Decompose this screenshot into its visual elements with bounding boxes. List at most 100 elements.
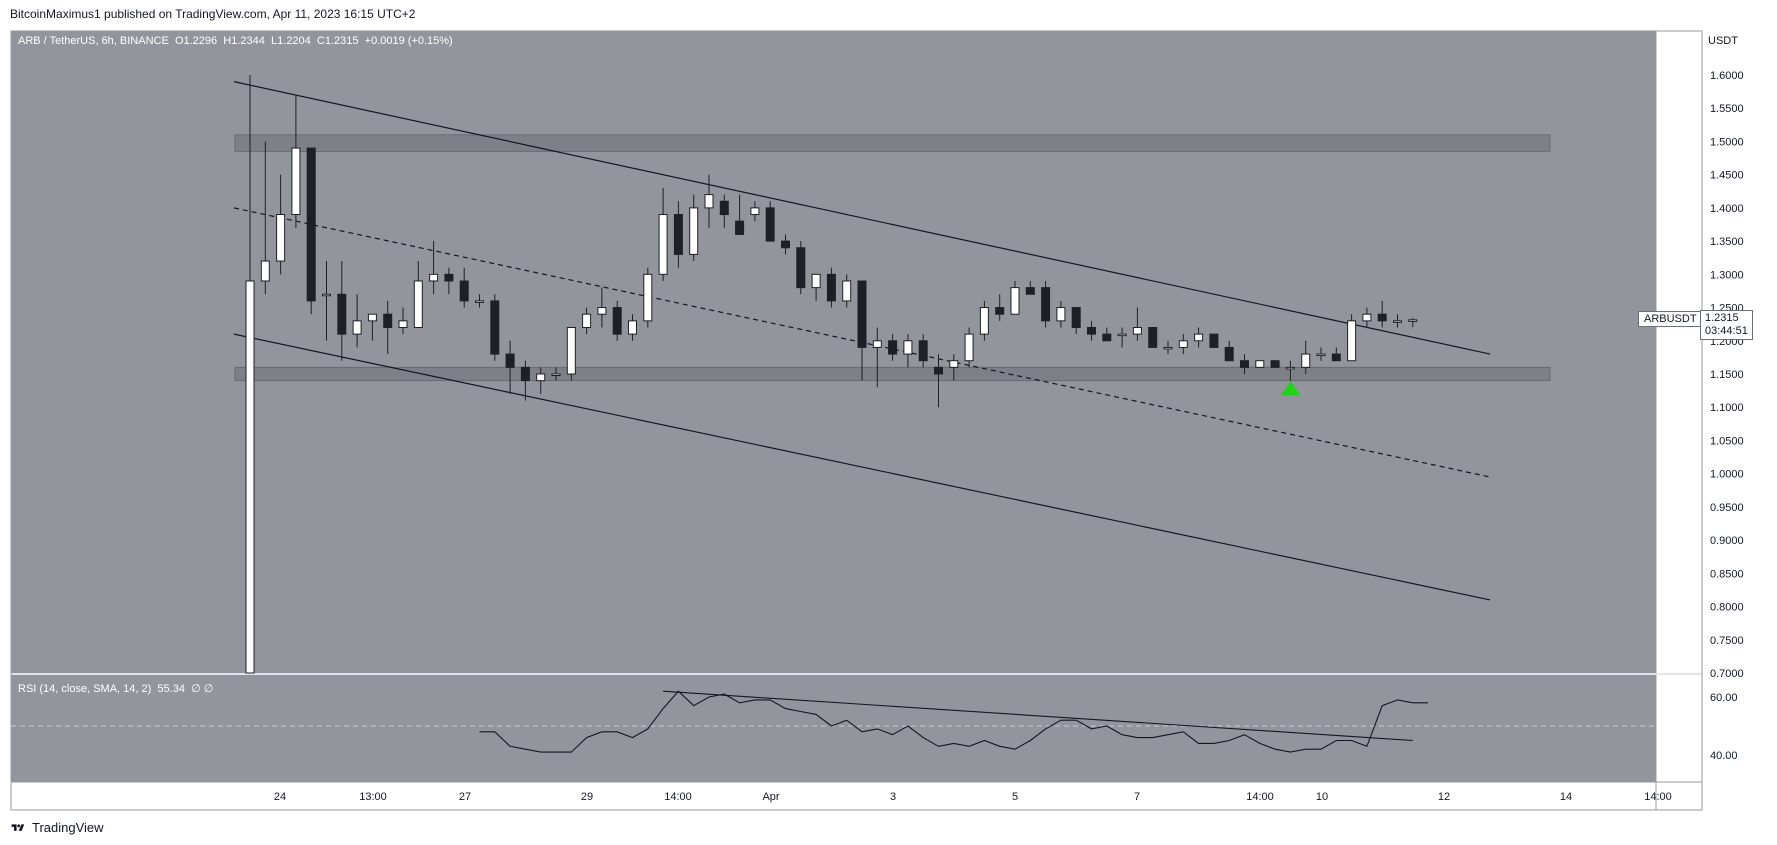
candle-down xyxy=(459,280,469,302)
price-tick-label: 1.1500 xyxy=(1710,369,1744,381)
time-tick-label[interactable]: 13:00 xyxy=(359,791,387,803)
time-tick-label[interactable]: 5 xyxy=(1012,791,1018,803)
channel-lower-line[interactable] xyxy=(233,333,1491,601)
candle-up xyxy=(689,207,699,255)
candle-up xyxy=(903,340,913,355)
candle-down xyxy=(781,240,790,249)
time-tick-label[interactable]: 14 xyxy=(1560,791,1572,803)
candle-up xyxy=(1178,340,1188,348)
candle-up xyxy=(979,307,989,335)
candle-down xyxy=(1025,287,1035,295)
rsi-tick-label: 60.00 xyxy=(1710,692,1738,704)
candle-down xyxy=(934,366,943,375)
price-tick-label: 1.4500 xyxy=(1710,170,1744,182)
candle-up xyxy=(750,207,760,216)
last-price-value: 1.2315 xyxy=(1705,312,1739,324)
change-value: +0.0019 (+0.15%) xyxy=(364,35,453,47)
candle-up xyxy=(1408,319,1418,322)
rsi-tick-label: 40.00 xyxy=(1710,750,1738,762)
time-tick-label[interactable]: 10 xyxy=(1316,791,1328,803)
candle-up xyxy=(322,293,331,297)
time-tick-label[interactable]: 14:00 xyxy=(1644,791,1672,803)
time-tick-label[interactable]: 3 xyxy=(890,791,896,803)
rsi-extra: ∅ ∅ xyxy=(191,683,214,695)
bullish-signal-icon[interactable] xyxy=(1280,381,1301,396)
horizontal-zone[interactable] xyxy=(234,366,1551,382)
brand-name: TradingView xyxy=(32,820,104,835)
currency-unit[interactable]: USDT xyxy=(1708,35,1738,47)
price-tick-label: 0.8000 xyxy=(1710,602,1744,614)
price-tick-label: 1.1000 xyxy=(1710,402,1744,414)
rsi-title[interactable]: RSI (14, close, SMA, 14, 2) xyxy=(18,683,152,695)
tradingview-logo-icon xyxy=(11,823,25,831)
publisher-note: BitcoinMaximus1 published on TradingView… xyxy=(10,7,416,21)
candle-up xyxy=(429,273,439,282)
low-label: L xyxy=(271,35,278,47)
candle-down xyxy=(857,280,867,348)
candle-down xyxy=(1377,313,1387,322)
candle-down xyxy=(826,273,836,302)
price-pane[interactable] xyxy=(11,31,1656,673)
candle-up xyxy=(842,280,852,302)
candle-up xyxy=(398,320,408,328)
rsi-line[interactable] xyxy=(479,690,1429,753)
price-tick-label: 1.6000 xyxy=(1710,70,1744,82)
time-tick-label[interactable]: 24 xyxy=(274,791,286,803)
candle-down xyxy=(306,147,316,302)
time-tick-label[interactable]: 12 xyxy=(1438,791,1450,803)
price-tick-label: 1.5000 xyxy=(1710,136,1744,148)
channel-upper-line[interactable] xyxy=(233,81,1491,355)
ohlc-legend: ARB / TetherUS, 6h, BINANCE O1.2296 H1.2… xyxy=(18,35,453,47)
last-price-tag: 1.2315 03:44:51 xyxy=(1700,310,1753,340)
candle-down xyxy=(1240,360,1249,368)
bar-countdown: 03:44:51 xyxy=(1705,325,1748,337)
open-label: O xyxy=(174,35,184,47)
candle-down xyxy=(1041,287,1051,322)
candle-up xyxy=(551,373,561,376)
candle-up xyxy=(245,280,255,674)
footer-brand[interactable]: TradingView xyxy=(10,820,104,835)
low-value: 1.2204 xyxy=(277,35,311,47)
candle-up xyxy=(1194,333,1204,342)
open-value: 1.2296 xyxy=(183,35,218,47)
candle-up xyxy=(643,273,653,322)
candle-down xyxy=(612,307,622,335)
candle-up xyxy=(1163,346,1173,350)
candle-down xyxy=(1270,360,1280,368)
time-tick-label[interactable]: 27 xyxy=(459,791,471,803)
horizontal-zone[interactable] xyxy=(234,134,1551,152)
candle-up xyxy=(1010,287,1020,315)
candle-up xyxy=(628,320,637,335)
rsi-value: 55.34 xyxy=(157,683,185,695)
candle-down xyxy=(520,366,530,382)
candle-up xyxy=(475,300,484,303)
price-tick-label: 0.7000 xyxy=(1710,668,1744,680)
time-tick-label[interactable]: 29 xyxy=(581,791,593,803)
time-tick-label[interactable]: 14:00 xyxy=(1246,791,1274,803)
chart-frame xyxy=(10,30,1703,811)
candle-down xyxy=(719,200,729,216)
candle-down xyxy=(1331,353,1341,362)
high-value: 1.2344 xyxy=(231,35,265,47)
candle-down xyxy=(337,293,347,335)
rsi-pane[interactable] xyxy=(11,675,1656,782)
candle-down xyxy=(673,214,683,255)
time-tick-label[interactable]: Apr xyxy=(762,791,779,803)
time-tick-label[interactable]: 14:00 xyxy=(664,791,692,803)
candle-up xyxy=(1285,366,1295,370)
candle-down xyxy=(505,353,515,368)
candle-down xyxy=(444,273,454,282)
rsi-trendline[interactable] xyxy=(663,690,1413,742)
price-axis[interactable] xyxy=(1656,31,1702,782)
symbol-title[interactable]: ARB / TetherUS, 6h, BINANCE xyxy=(18,35,169,47)
candle-down xyxy=(490,300,500,355)
price-tick-label: 1.3000 xyxy=(1710,269,1744,281)
price-tick-label: 0.7500 xyxy=(1710,635,1744,647)
candle-up xyxy=(536,373,546,382)
candle-up xyxy=(1255,360,1265,368)
time-tick-label[interactable]: 7 xyxy=(1134,791,1140,803)
rsi-legend: RSI (14, close, SMA, 14, 2) 55.34 ∅ ∅ xyxy=(18,682,213,695)
candle-down xyxy=(796,247,806,289)
candle-up xyxy=(1393,320,1402,323)
